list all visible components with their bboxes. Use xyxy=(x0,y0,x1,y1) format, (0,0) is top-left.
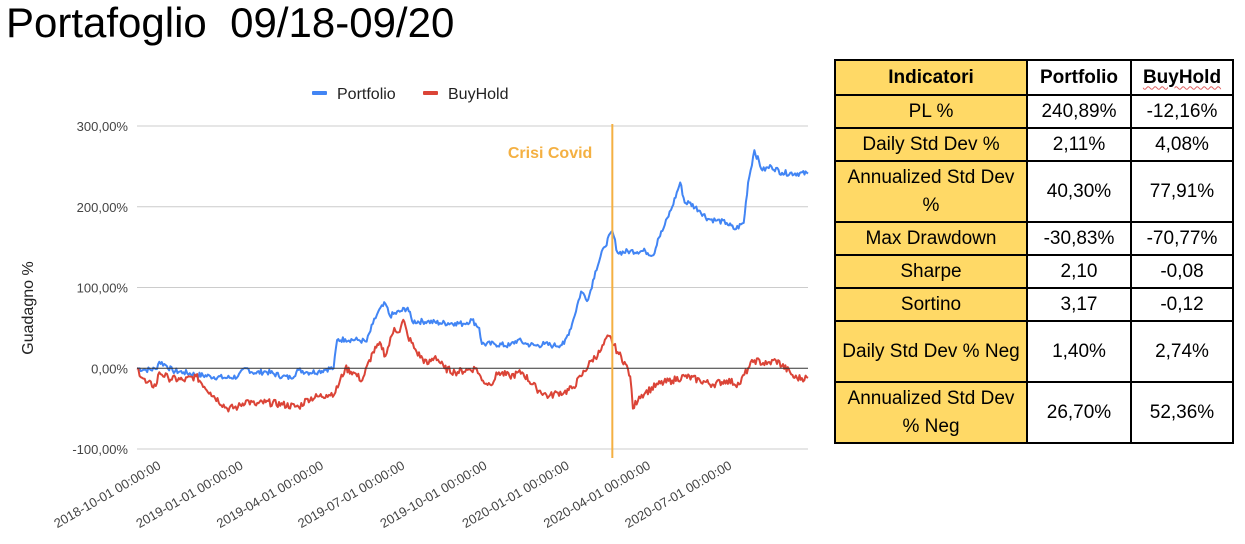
row-buyhold-value: 2,74% xyxy=(1130,320,1234,383)
header-portfolio: Portfolio xyxy=(1026,59,1132,96)
page-title: Portafoglio 09/18-09/20 xyxy=(6,0,455,46)
row-label: Daily Std Dev % Neg xyxy=(834,320,1028,383)
table-row: Sharpe 2,10 -0,08 xyxy=(834,254,1234,289)
row-buyhold-value: 77,91% xyxy=(1130,160,1234,223)
row-portfolio-value: 26,70% xyxy=(1026,381,1132,444)
header-buyhold: BuyHold xyxy=(1130,59,1234,96)
covid-annotation: Crisi Covid xyxy=(508,124,614,458)
chart-grid xyxy=(137,125,808,450)
y-tick-label: 100,00% xyxy=(77,281,129,296)
table-row: Daily Std Dev % Neg 1,40% 2,74% xyxy=(834,320,1234,383)
annotation-label: Crisi Covid xyxy=(508,145,592,162)
row-buyhold-value: 52,36% xyxy=(1130,381,1234,444)
row-portfolio-value: 1,40% xyxy=(1026,320,1132,383)
y-tick-label: 0,00% xyxy=(91,361,128,376)
row-label: PL % xyxy=(834,94,1028,129)
header-buyhold-label: BuyHold xyxy=(1142,66,1222,88)
table-header-row: Indicatori Portfolio BuyHold xyxy=(834,59,1234,96)
table-row: Max Drawdown -30,83% -70,77% xyxy=(834,221,1234,256)
row-buyhold-value: -0,08 xyxy=(1130,254,1234,289)
legend-swatch-portfolio xyxy=(312,91,327,95)
row-label: Max Drawdown xyxy=(834,221,1028,256)
row-label: Sharpe xyxy=(834,254,1028,289)
row-portfolio-value: -30,83% xyxy=(1026,221,1132,256)
table-row: Annualized Std Dev % 40,30% 77,91% xyxy=(834,160,1234,223)
y-axis-label: Guadagno % xyxy=(20,261,37,354)
row-buyhold-value: 4,08% xyxy=(1130,127,1234,162)
y-axis-ticks: -100,00% 0,00% 100,00% 200,00% 300,00% xyxy=(72,119,128,457)
row-portfolio-value: 40,30% xyxy=(1026,160,1132,223)
row-label: Sortino xyxy=(834,287,1028,322)
table-row: Daily Std Dev % 2,11% 4,08% xyxy=(834,127,1234,162)
row-portfolio-value: 3,17 xyxy=(1026,287,1132,322)
table-row: Annualized Std Dev % Neg 26,70% 52,36% xyxy=(834,381,1234,444)
row-buyhold-value: -70,77% xyxy=(1130,221,1234,256)
legend-label-buyhold: BuyHold xyxy=(448,86,508,103)
chart-series xyxy=(136,149,809,413)
y-tick-label: 200,00% xyxy=(77,200,129,215)
row-portfolio-value: 2,11% xyxy=(1026,127,1132,162)
legend-swatch-buyhold xyxy=(423,91,438,95)
row-label: Annualized Std Dev % Neg xyxy=(834,381,1028,444)
series-line-portfolio xyxy=(136,149,809,381)
table-row: PL % 240,89% -12,16% xyxy=(834,94,1234,129)
series-line-buyhold xyxy=(136,318,809,413)
line-chart: Portfolio BuyHold -100,00% 0,00% 100,00% 20… xyxy=(20,86,809,531)
indicators-table: Indicatori Portfolio BuyHold PL % 240,89… xyxy=(834,59,1234,444)
row-label: Annualized Std Dev % xyxy=(834,160,1028,223)
y-tick-label: 300,00% xyxy=(77,119,129,134)
row-buyhold-value: -12,16% xyxy=(1130,94,1234,129)
legend-label-portfolio: Portfolio xyxy=(337,86,396,103)
row-portfolio-value: 240,89% xyxy=(1026,94,1132,129)
header-indicatori: Indicatori xyxy=(834,59,1028,96)
chart-legend: Portfolio BuyHold xyxy=(312,86,508,103)
row-label: Daily Std Dev % xyxy=(834,127,1028,162)
y-tick-label: -100,00% xyxy=(72,442,128,457)
row-buyhold-value: -0,12 xyxy=(1130,287,1234,322)
row-portfolio-value: 2,10 xyxy=(1026,254,1132,289)
table-row: Sortino 3,17 -0,12 xyxy=(834,287,1234,322)
